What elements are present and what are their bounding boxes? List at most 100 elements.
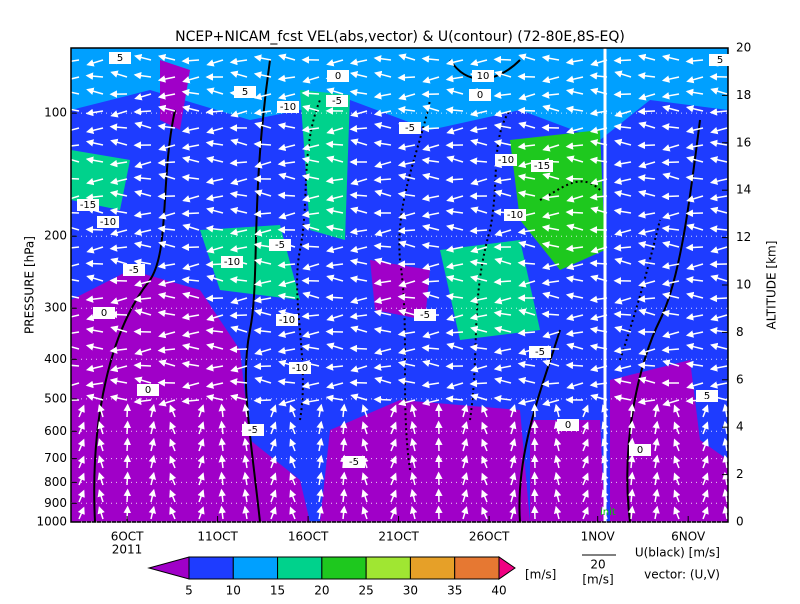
contour-label: -10: [224, 257, 240, 268]
wind-vector: [127, 422, 128, 434]
wind-vector: [87, 229, 103, 230]
colorbar-segment: [455, 557, 499, 579]
wind-vector: [303, 93, 319, 94]
contour-label: 5: [717, 55, 723, 66]
colorbar-label: 20: [314, 584, 329, 598]
y2-tick-label: 10: [736, 278, 751, 292]
y-tick-label: 800: [44, 475, 67, 489]
wind-vector: [495, 59, 511, 60]
contour-label: -5: [332, 96, 342, 107]
y2-tick-label: 12: [736, 230, 751, 244]
wind-vector: [127, 456, 128, 468]
colorbar-label: 35: [447, 584, 462, 598]
colorbar-segment: [410, 557, 454, 579]
colorbar-label: 10: [226, 584, 241, 598]
x-tick-label: 16OCT: [288, 530, 329, 544]
contour-label: -5: [349, 457, 359, 468]
y2-tick-label: 8: [736, 325, 744, 339]
contour-label: 5: [242, 87, 248, 98]
y2-axis-label: ALTITUDE [km]: [765, 241, 779, 330]
y-tick-label: 200: [44, 229, 67, 243]
colorbar-label: 40: [491, 584, 506, 598]
y-tick-label: 1000: [36, 515, 67, 529]
wind-vector: [231, 315, 247, 316]
y2-tick-label: 14: [736, 183, 751, 197]
wind-vector: [183, 213, 199, 214]
wind-vector: [567, 212, 583, 213]
wind-vector: [639, 145, 655, 146]
wind-vector: [423, 128, 439, 129]
wind-vector: [519, 110, 535, 111]
wind-vector: [447, 179, 463, 180]
contour-label: -10: [280, 102, 296, 113]
wind-vector: [711, 298, 727, 299]
colorbar-label: 15: [270, 584, 285, 598]
contour-label: -5: [248, 425, 258, 436]
contour-label: 0: [637, 445, 643, 456]
wind-vector: [135, 111, 151, 112]
year-label: 2011: [112, 543, 143, 557]
wind-vector: [127, 405, 128, 417]
contour-label: -10: [498, 155, 514, 166]
colorbar-segment: [499, 557, 515, 579]
wind-vector: [327, 297, 343, 298]
y2-tick-label: 20: [736, 41, 751, 55]
contour-label: 0: [335, 71, 341, 82]
colorbar-label: 25: [359, 584, 374, 598]
wind-vector: [255, 366, 271, 367]
wind-vector: [375, 399, 391, 400]
wind-vector: [87, 263, 103, 264]
colorbar-segment: [278, 557, 322, 579]
wind-vector: [663, 196, 679, 197]
y-tick-label: 400: [44, 352, 67, 366]
wind-vector: [615, 94, 631, 95]
contour-label: 10: [477, 71, 490, 82]
wind-vector: [255, 400, 271, 401]
contour-label: -5: [420, 310, 430, 321]
wind-vector: [255, 144, 271, 145]
contour-label: 5: [117, 53, 123, 64]
y2-tick-label: 4: [736, 420, 744, 434]
vector-legend-value: 20: [590, 558, 605, 572]
wind-vector: [231, 349, 247, 350]
contour-label: 0: [145, 385, 151, 396]
y2-tick-label: 18: [736, 88, 751, 102]
colorbar-label: 5: [185, 584, 193, 598]
chart-title: NCEP+NICAM_fcst VEL(abs,vector) & U(cont…: [175, 29, 625, 45]
wind-vector: [135, 365, 151, 366]
contour-label: -5: [535, 347, 545, 358]
x-tick-label: 26OCT: [469, 530, 510, 544]
colorbar-segment: [233, 557, 277, 579]
x-tick-label: 6NOV: [671, 530, 706, 544]
contour-label: -15: [534, 161, 550, 172]
contour-label: 0: [101, 308, 107, 319]
contour-label: 0: [565, 420, 571, 431]
x-tick-label: 6OCT: [111, 530, 144, 544]
x-tick-label: 21OCT: [378, 530, 419, 544]
y-tick-label: 300: [44, 301, 67, 315]
colorbar-segment: [322, 557, 366, 579]
wind-vector: [127, 490, 128, 502]
contour-label: -5: [405, 123, 415, 134]
init-label: init: [600, 507, 616, 518]
wind-vector: [399, 77, 415, 78]
wind-vector: [615, 314, 631, 315]
x-tick-label: 11OCT: [197, 530, 238, 544]
wind-vector: [127, 473, 128, 485]
y2-tick-label: 16: [736, 135, 751, 149]
wind-vector: [279, 195, 295, 196]
wind-vector: [471, 383, 487, 384]
colorbar-unit: [m/s]: [525, 568, 556, 582]
wind-vector: [519, 76, 535, 77]
contour-legend: vector: (U,V): [644, 568, 720, 582]
y2-tick-label: 6: [736, 372, 744, 386]
contour-label: -10: [100, 217, 116, 228]
x-tick-label: 1NOV: [581, 530, 616, 544]
contour-label: -5: [275, 240, 285, 251]
contour-legend: U(black) [m/s]: [635, 546, 720, 560]
y-tick-label: 900: [44, 496, 67, 510]
y-tick-label: 500: [44, 391, 67, 405]
wind-vector: [127, 439, 128, 451]
contour-label: -5: [129, 265, 139, 276]
wind-vector: [207, 298, 223, 299]
